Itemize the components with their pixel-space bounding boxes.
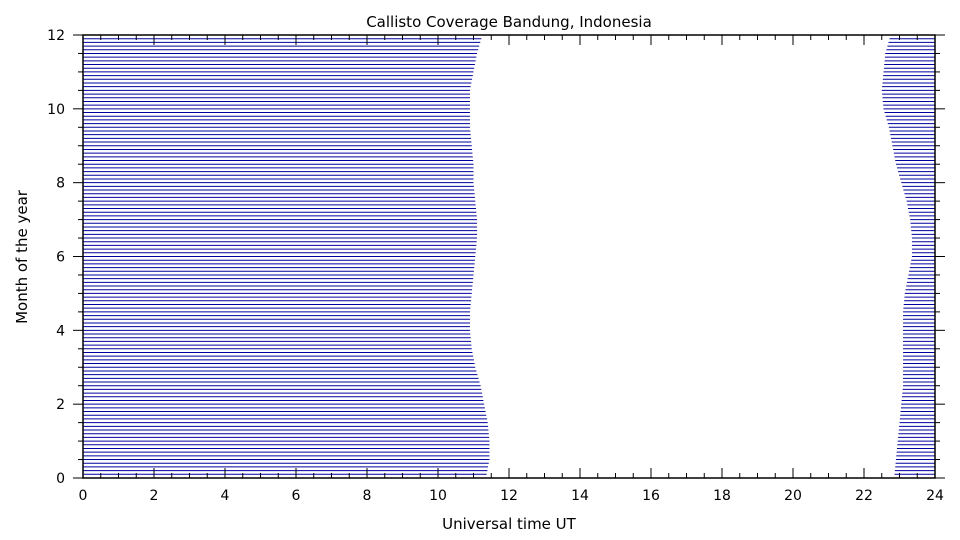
y-tick-label: 4 [56,323,65,339]
y-tick-label: 10 [47,102,65,118]
x-tick-label: 0 [79,488,88,504]
x-tick-label: 6 [292,488,301,504]
x-axis-label: Universal time UT [442,515,577,533]
y-tick-label: 0 [56,471,65,487]
x-tick-label: 16 [642,488,660,504]
x-tick-label: 20 [784,488,802,504]
x-tick-label: 10 [429,488,447,504]
y-axis-label: Month of the year [13,189,31,324]
axis-ticks-layer [73,34,945,479]
x-tick-label: 22 [855,488,873,504]
x-tick-label: 8 [363,488,372,504]
x-tick-label: 14 [571,488,589,504]
y-tick-label: 12 [47,28,65,44]
y-tick-label: 8 [56,176,65,192]
x-tick-label: 2 [150,488,159,504]
y-tick-label: 6 [56,250,65,266]
x-tick-label: 18 [713,488,731,504]
x-tick-label: 12 [500,488,518,504]
coverage-fill-layer [83,34,935,479]
x-tick-label: 24 [926,488,944,504]
y-tick-label: 2 [56,397,65,413]
chart-title: Callisto Coverage Bandung, Indonesia [366,13,652,31]
x-tick-label: 4 [221,488,230,504]
plot-frame [82,34,936,479]
